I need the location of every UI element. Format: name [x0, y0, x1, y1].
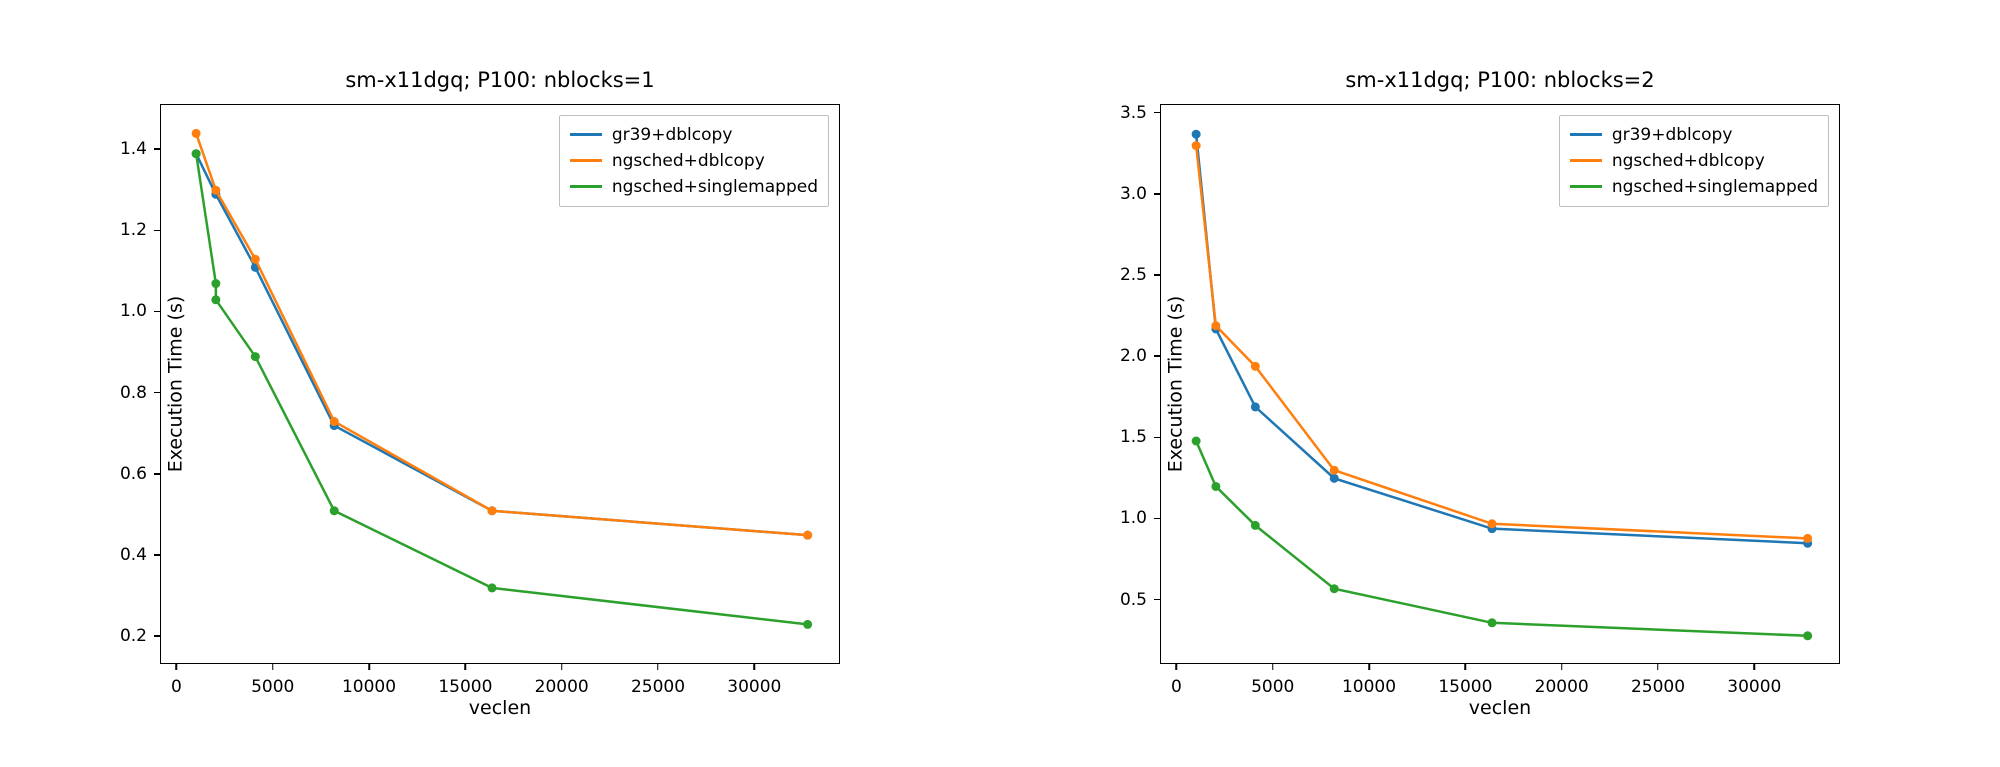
series-marker: [251, 352, 260, 361]
legend-swatch: [570, 133, 602, 136]
x-tick-label: 5000: [251, 677, 294, 697]
series-marker: [192, 128, 201, 137]
series-marker: [1211, 481, 1220, 490]
subplot-right: sm-x11dgq; P100: nblocks=20.51.01.52.02.…: [1160, 104, 1840, 664]
plot-area: 0.20.40.60.81.01.21.40500010000150002000…: [160, 104, 840, 664]
legend-swatch: [1570, 185, 1602, 188]
plot-area: 0.51.01.52.02.53.03.50500010000150002000…: [1160, 104, 1840, 664]
legend-swatch: [1570, 133, 1602, 136]
series-marker: [1330, 584, 1339, 593]
legend-label: ngsched+dblcopy: [612, 151, 765, 171]
x-tick-label: 30000: [727, 677, 781, 697]
series-marker: [330, 417, 339, 426]
y-tick-label: 0.6: [120, 464, 147, 484]
x-tick-label: 20000: [535, 677, 589, 697]
series-marker: [1251, 520, 1260, 529]
series-marker: [1251, 402, 1260, 411]
y-tick-label: 1.0: [1120, 508, 1147, 528]
series-marker: [1803, 631, 1812, 640]
series-marker: [488, 583, 497, 592]
series-marker: [1330, 465, 1339, 474]
y-tick-label: 1.5: [1120, 427, 1147, 447]
series-marker: [251, 254, 260, 263]
series-marker: [211, 295, 220, 304]
series-marker: [1211, 321, 1220, 330]
chart-title: sm-x11dgq; P100: nblocks=2: [1160, 68, 1840, 92]
legend-entry: ngsched+singlemapped: [570, 174, 818, 200]
y-tick-label: 3.5: [1120, 103, 1147, 123]
legend-label: ngsched+dblcopy: [1612, 151, 1765, 171]
x-tick-label: 0: [171, 677, 182, 697]
legend-swatch: [1570, 159, 1602, 162]
legend-label: ngsched+singlemapped: [612, 177, 818, 197]
subplot-left: sm-x11dgq; P100: nblocks=10.20.40.60.81.…: [160, 104, 840, 664]
legend-swatch: [570, 159, 602, 162]
x-tick-label: 20000: [1535, 677, 1589, 697]
y-tick-label: 0.8: [120, 383, 147, 403]
legend-entry: gr39+dblcopy: [570, 122, 818, 148]
legend-swatch: [570, 185, 602, 188]
chart-title: sm-x11dgq; P100: nblocks=1: [160, 68, 840, 92]
y-tick-label: 2.5: [1120, 265, 1147, 285]
figure: sm-x11dgq; P100: nblocks=10.20.40.60.81.…: [0, 0, 2000, 767]
legend-label: gr39+dblcopy: [612, 125, 733, 145]
x-axis-label: veclen: [161, 697, 839, 719]
y-tick-label: 1.2: [120, 220, 147, 240]
x-tick-label: 25000: [1631, 677, 1685, 697]
series-marker: [1192, 141, 1201, 150]
legend-label: ngsched+singlemapped: [1612, 177, 1818, 197]
y-tick-label: 0.5: [1120, 590, 1147, 610]
x-tick-label: 10000: [1342, 677, 1396, 697]
x-tick-label: 5000: [1251, 677, 1294, 697]
series-marker: [211, 279, 220, 288]
series-marker: [488, 506, 497, 515]
series-marker: [1192, 129, 1201, 138]
series-marker: [330, 506, 339, 515]
series-marker: [803, 619, 812, 628]
series-line: [196, 153, 807, 534]
legend-entry: ngsched+dblcopy: [1570, 148, 1818, 174]
y-tick-label: 0.2: [120, 626, 147, 646]
y-tick-label: 0.4: [120, 545, 147, 565]
legend-label: gr39+dblcopy: [1612, 125, 1733, 145]
series-line: [196, 153, 807, 624]
series-marker: [1803, 533, 1812, 542]
series-marker: [1488, 519, 1497, 528]
legend-entry: gr39+dblcopy: [1570, 122, 1818, 148]
legend-entry: ngsched+singlemapped: [1570, 174, 1818, 200]
x-tick-label: 0: [1171, 677, 1182, 697]
series-marker: [211, 185, 220, 194]
series-marker: [192, 149, 201, 158]
x-tick-label: 25000: [631, 677, 685, 697]
x-axis-label: veclen: [1161, 697, 1839, 719]
y-tick-label: 3.0: [1120, 184, 1147, 204]
y-tick-label: 2.0: [1120, 346, 1147, 366]
y-tick-label: 1.0: [120, 301, 147, 321]
x-tick-label: 15000: [438, 677, 492, 697]
series-marker: [803, 530, 812, 539]
series-marker: [1192, 436, 1201, 445]
y-tick-label: 1.4: [120, 139, 147, 159]
x-tick-label: 15000: [1438, 677, 1492, 697]
legend: gr39+dblcopy ngsched+dblcopy ngsched+singl…: [559, 115, 829, 207]
x-tick-label: 10000: [342, 677, 396, 697]
series-marker: [1251, 361, 1260, 370]
x-tick-label: 30000: [1727, 677, 1781, 697]
legend-entry: ngsched+dblcopy: [570, 148, 818, 174]
series-marker: [1330, 473, 1339, 482]
series-marker: [1488, 618, 1497, 627]
legend: gr39+dblcopy ngsched+dblcopy ngsched+singl…: [1559, 115, 1829, 207]
